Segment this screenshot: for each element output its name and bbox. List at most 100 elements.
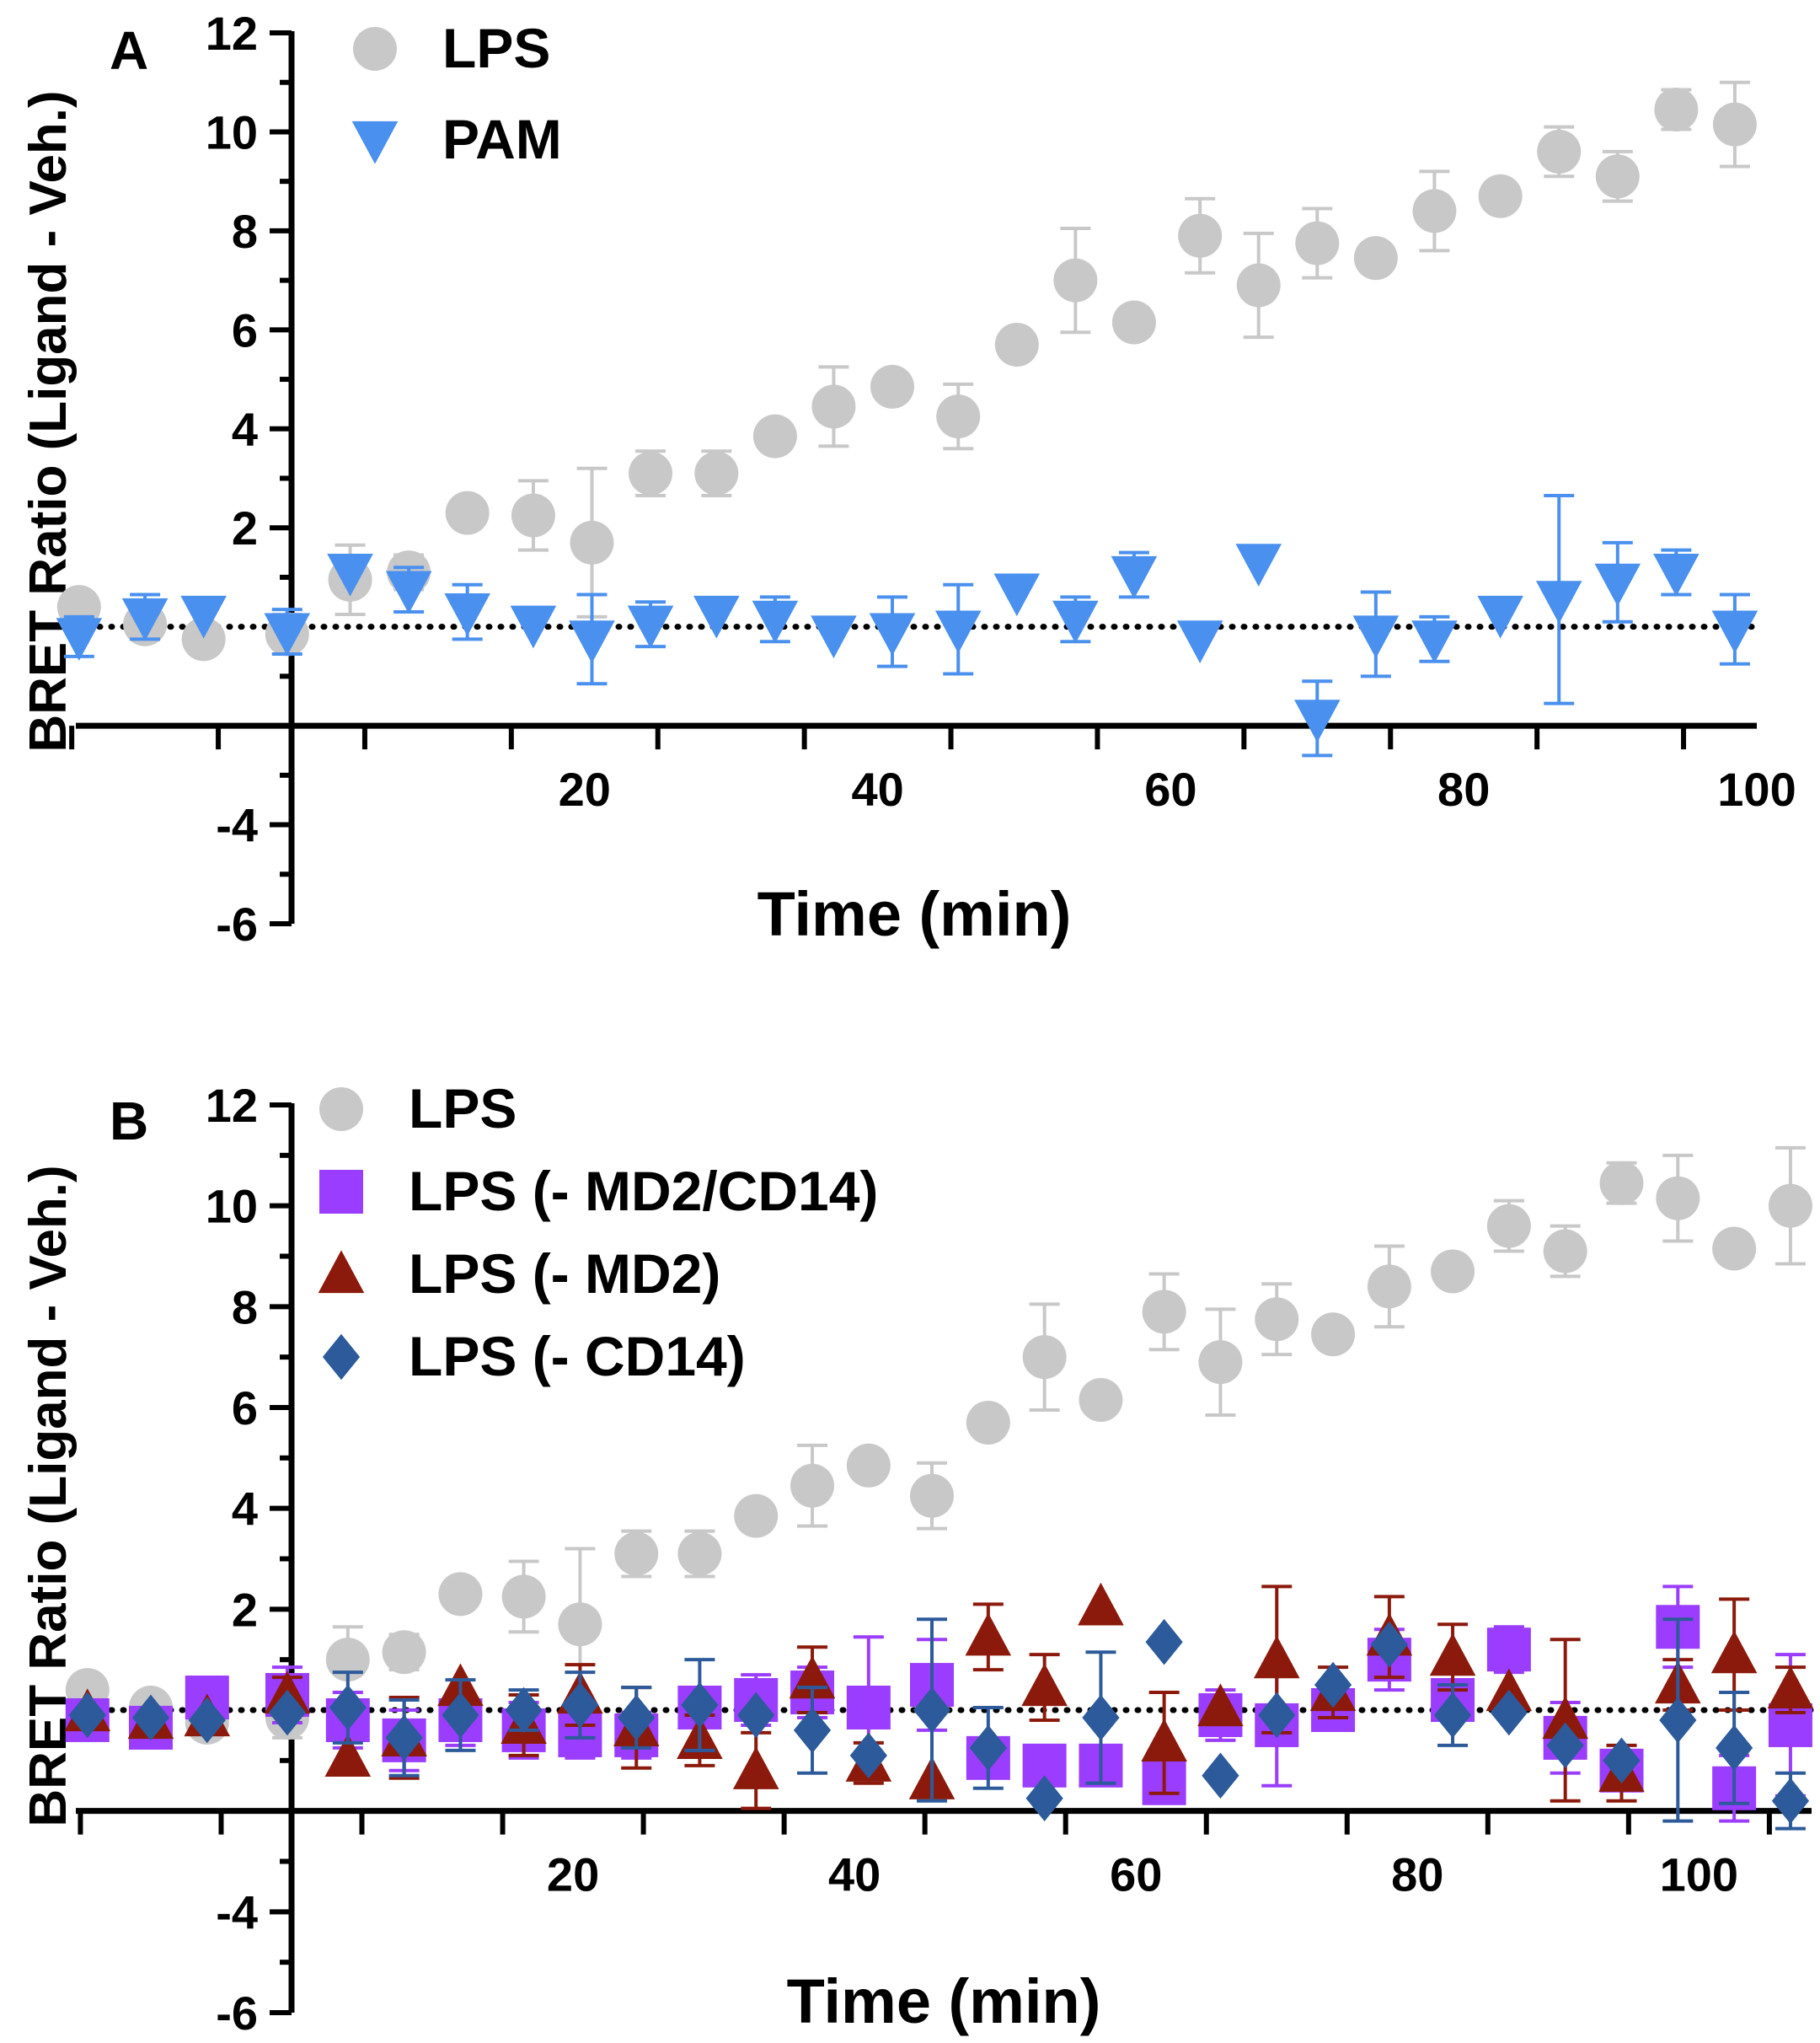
panel-a-data-point-lps: [1537, 129, 1582, 174]
panel-b-data-point-lps-cd14: [268, 1689, 307, 1736]
panel-b-chart: B BRET Ratio (Ligand - Veh.) Time (min) …: [19, 1077, 1815, 2040]
panel-b-y-tick-label: 8: [232, 1280, 258, 1333]
panel-b-data-point-lps-cd14: [681, 1681, 719, 1729]
panel-a-data-point-lps: [181, 617, 226, 662]
panel-b-legend-label: LPS (- CD14): [409, 1325, 746, 1387]
panel-a-label: A: [110, 20, 148, 81]
panel-b-data-point-lps-md2: [324, 1734, 372, 1777]
panel-b-data-point-lps: [677, 1531, 722, 1576]
panel-b-x-tick-label: 80: [1391, 1848, 1443, 1901]
panel-a-data-point-pam: [510, 605, 557, 649]
panel-a-y-tick-label: 6: [232, 303, 258, 357]
panel-a-data-point-lps: [1478, 174, 1523, 218]
panel-a-data-point-pam: [1594, 563, 1641, 607]
panel-b-data-point-lps-cd14: [1258, 1692, 1296, 1739]
panel-a-data-point-pam: [569, 620, 615, 663]
panel-a-data-point-pam: [1111, 555, 1158, 599]
panel-a-data-point-pam: [1653, 553, 1700, 597]
panel-b-data-point-lps: [1431, 1249, 1475, 1294]
panel-b-data-point-lps: [1543, 1229, 1587, 1274]
panel-a-data-point-lps: [1178, 213, 1223, 258]
panel-a-data-point-pam: [1176, 620, 1223, 663]
panel-b-data-point-lps-cd14: [1433, 1692, 1472, 1739]
panel-b-data-point-lps-cd14: [1546, 1722, 1584, 1769]
panel-a-y-tick-label: 2: [232, 501, 258, 555]
panel-b-y-tick-label: 4: [232, 1483, 258, 1536]
panel-b-data-point-lps-md2: [1021, 1663, 1068, 1707]
panel-b-data-point-lps-cd14: [505, 1686, 543, 1734]
panel-a-data-point-lps: [1053, 258, 1098, 303]
panel-b-data-point-lps-cd14: [849, 1732, 887, 1779]
panel-b-data-point-lps-md2: [1429, 1633, 1476, 1676]
panel-b-x-axis-title: Time (min): [787, 1966, 1101, 2036]
panel-a-data-point-lps: [752, 414, 797, 458]
panel-a-data-point-pam: [56, 618, 103, 662]
panel-a-data-point-pam: [811, 615, 857, 659]
panel-b-data-point-lps-md2: [965, 1612, 1012, 1656]
panel-a-data-point-pam: [444, 593, 490, 636]
panel-b-y-tick-label: 12: [206, 1079, 258, 1132]
panel-b-data-point-lps: [1486, 1204, 1531, 1248]
panel-b-x-tick-label: 60: [1110, 1848, 1162, 1901]
panel-a-y-axis-title: BRET Ratio (Ligand - Veh.): [19, 90, 78, 752]
panel-a-y-tick-label: -4: [216, 799, 258, 852]
panel-a-data-point-pam: [1352, 615, 1400, 659]
panel-b-legend-marker: [319, 1087, 363, 1131]
panel-a-x-tick-label: 40: [851, 763, 903, 816]
panel-b-data-point-lps-cd14: [442, 1692, 479, 1739]
panel-a-legend-marker: [351, 121, 399, 164]
panel-b-x-tick-label: 100: [1660, 1848, 1738, 1901]
panel-b-data-point-lps-md2: [1710, 1630, 1758, 1674]
panel-b-data-point-lps-cd14: [68, 1692, 106, 1739]
panel-a-axes: -6 -4 2 4 6 8 10 12 20 40 60 80 100: [69, 7, 1796, 951]
panel-b-legend-label: LPS (- MD2): [409, 1242, 720, 1305]
panel-b-data-point-lps: [966, 1400, 1010, 1445]
panel-b-data-point-lps-cd14: [385, 1714, 423, 1761]
panel-b-data-point-lps: [846, 1443, 891, 1488]
panel-a-data-point-pam: [993, 573, 1041, 617]
panel-a-series-pam: [56, 494, 1758, 758]
panel-b-data-point-lps-md2: [1542, 1696, 1588, 1740]
panel-a-data-point-pam: [1477, 595, 1523, 639]
panel-a-x-tick-label: 80: [1437, 763, 1490, 816]
panel-a-data-point-lps: [936, 394, 981, 439]
panel-b-data-point-lps: [1255, 1297, 1299, 1342]
panel-a-data-point-pam: [693, 595, 740, 639]
panel-a-data-point-pam: [627, 605, 674, 649]
panel-b-data-point-lps-md2: [1078, 1582, 1124, 1626]
panel-a-data-point-pam: [1711, 610, 1758, 654]
panel-a-data-point-lps: [1236, 263, 1281, 308]
panel-a-data-point-pam: [385, 571, 432, 614]
panel-a-legend: LPS PAM: [351, 17, 562, 170]
panel-a-data-point-lps: [1712, 102, 1757, 147]
panel-b-data-point-lps: [790, 1463, 835, 1508]
panel-a-y-tick-label: 10: [206, 105, 258, 158]
panel-b-legend: LPS LPS (- MD2/CD14) LPS (- MD2) LPS (- CD1…: [318, 1077, 878, 1387]
panel-b-data-point-lps-md2: [1141, 1719, 1187, 1761]
panel-a-series-lps: [56, 80, 1757, 662]
panel-b-series-lps-cd14: [68, 1617, 1810, 1831]
panel-a-y-tick-label: -6: [216, 898, 258, 951]
panel-b-y-tick-label: 2: [232, 1583, 258, 1636]
panel-b-y-tick-label: -6: [216, 1987, 258, 2040]
panel-a-data-point-pam: [264, 613, 311, 657]
panel-b-data-point-lps-cd14: [969, 1724, 1007, 1772]
panel-b-data-point-lps: [1712, 1226, 1757, 1271]
panel-b-y-tick-label: 6: [232, 1381, 258, 1434]
panel-b-data-point-lps-md2-cd14: [846, 1686, 891, 1730]
panel-b-data-point-lps-cd14: [1659, 1697, 1697, 1744]
panel-a-data-point-lps: [1353, 236, 1398, 281]
panel-b-data-point-lps-cd14: [131, 1694, 170, 1741]
panel-a-data-point-lps: [694, 451, 739, 496]
panel-b-data-point-lps-md2-cd14: [1486, 1627, 1531, 1672]
panel-b-data-point-lps: [910, 1473, 955, 1518]
panel-b-data-point-lps-cd14: [1771, 1778, 1810, 1824]
panel-b-data-point-lps-cd14: [618, 1694, 656, 1741]
panel-b-y-tick-label: 10: [206, 1180, 258, 1233]
panel-a-data-point-lps: [870, 364, 914, 409]
panel-b-legend-label: LPS: [409, 1077, 517, 1139]
panel-b-data-point-lps-md2: [1197, 1683, 1244, 1727]
panel-b-legend-label: LPS (- MD2/CD14): [409, 1160, 878, 1222]
panel-a-data-point-lps: [994, 322, 1039, 367]
panel-a-data-point-lps: [1595, 154, 1640, 199]
